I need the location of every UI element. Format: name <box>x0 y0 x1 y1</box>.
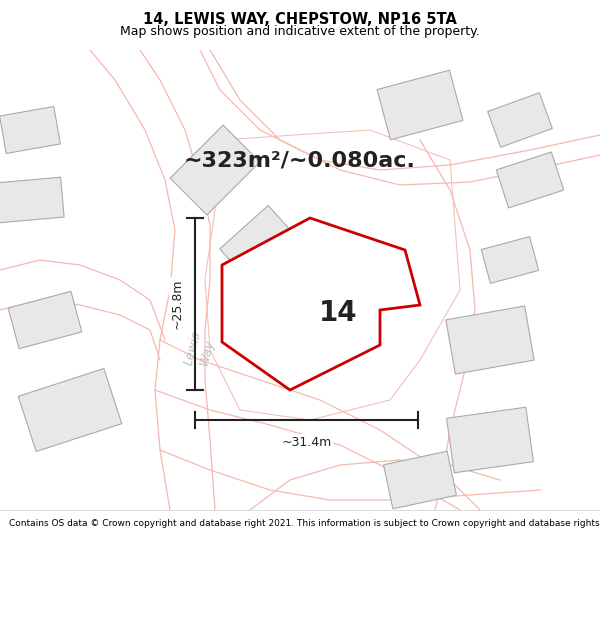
Text: ~323m²/~0.080ac.: ~323m²/~0.080ac. <box>184 150 416 170</box>
Polygon shape <box>446 306 534 374</box>
Text: 14: 14 <box>319 299 358 327</box>
Polygon shape <box>170 125 260 215</box>
Text: Contains OS data © Crown copyright and database right 2021. This information is : Contains OS data © Crown copyright and d… <box>9 519 600 528</box>
Polygon shape <box>377 70 463 140</box>
Text: ~31.4m: ~31.4m <box>281 436 332 449</box>
Polygon shape <box>0 177 64 222</box>
Text: Lewis
Way: Lewis Way <box>182 329 218 371</box>
Polygon shape <box>18 369 122 451</box>
Polygon shape <box>496 152 564 208</box>
Polygon shape <box>446 408 533 472</box>
Text: ~25.8m: ~25.8m <box>170 279 184 329</box>
Polygon shape <box>220 206 300 284</box>
Text: Map shows position and indicative extent of the property.: Map shows position and indicative extent… <box>120 24 480 38</box>
Polygon shape <box>488 92 553 148</box>
Text: 14, LEWIS WAY, CHEPSTOW, NP16 5TA: 14, LEWIS WAY, CHEPSTOW, NP16 5TA <box>143 12 457 28</box>
Polygon shape <box>0 106 61 154</box>
Polygon shape <box>481 237 539 283</box>
Polygon shape <box>8 291 82 349</box>
Polygon shape <box>222 218 420 390</box>
Polygon shape <box>383 451 457 509</box>
